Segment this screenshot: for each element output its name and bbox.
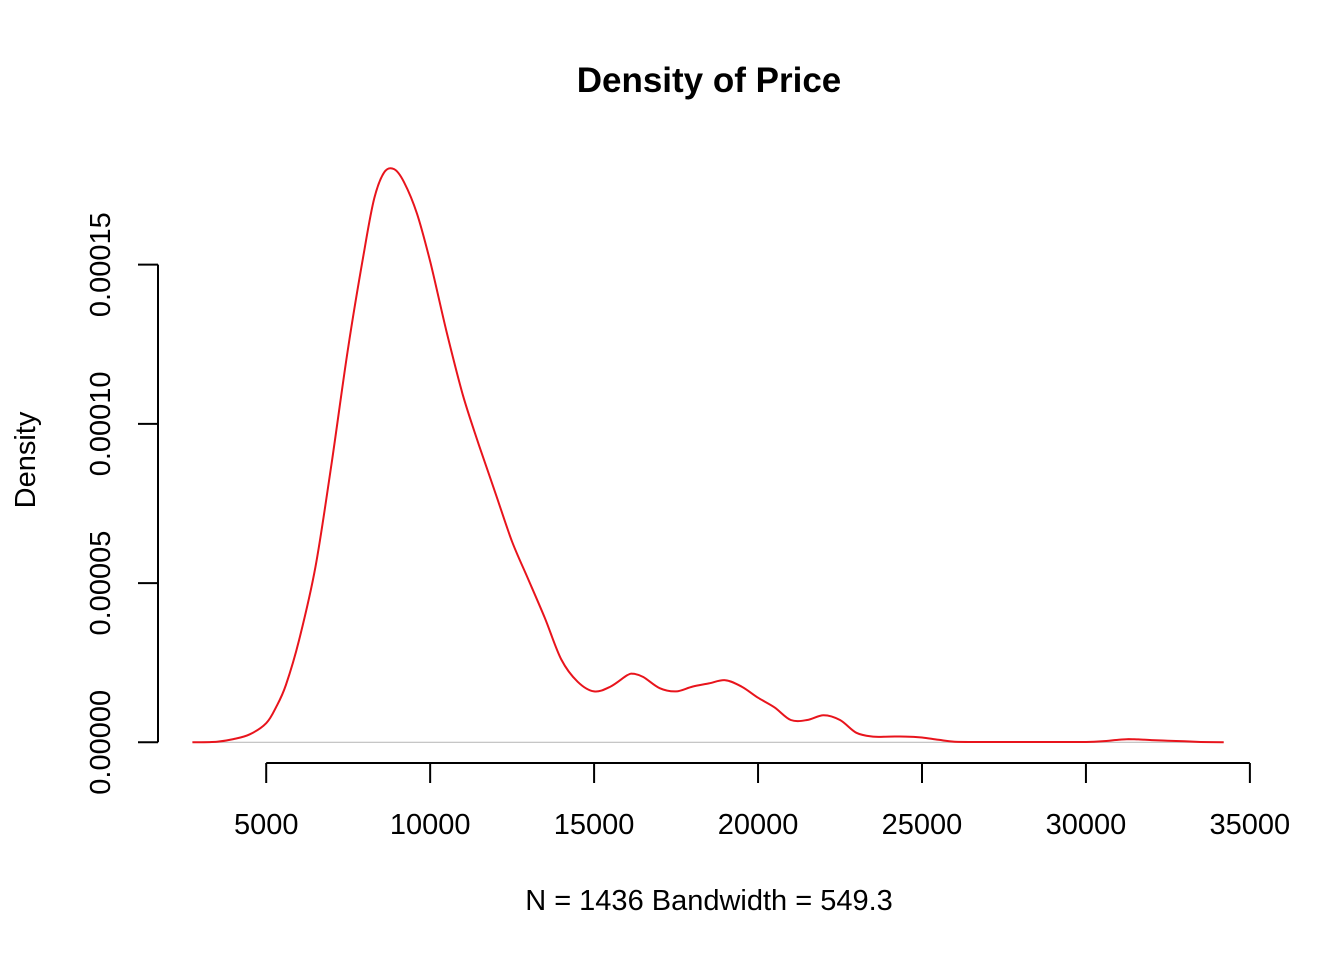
x-tick-label: 35000 xyxy=(1210,809,1291,841)
x-axis-label: N = 1436 Bandwidth = 549.3 xyxy=(525,885,893,917)
x-axis: 5000 10000 15000 20000 25000 30000 35000 xyxy=(234,762,1291,841)
x-tick-label: 5000 xyxy=(234,809,299,841)
x-tick-label: 15000 xyxy=(554,809,635,841)
x-tick-label: 30000 xyxy=(1046,809,1127,841)
chart-title: Density of Price xyxy=(577,61,842,100)
density-line xyxy=(192,167,1224,744)
x-tick-label: 10000 xyxy=(390,809,471,841)
x-tick-label: 20000 xyxy=(718,809,799,841)
y-tick-label: 0.00015 xyxy=(85,212,117,317)
y-tick-label: 0.00010 xyxy=(85,371,117,476)
y-tick-label: 0.00005 xyxy=(85,531,117,636)
y-tick-label: 0.00000 xyxy=(85,690,117,795)
y-axis-label: Density xyxy=(10,411,42,508)
y-axis: 0.00000 0.00005 0.00010 0.00015 xyxy=(85,212,159,795)
x-tick-label: 25000 xyxy=(882,809,963,841)
